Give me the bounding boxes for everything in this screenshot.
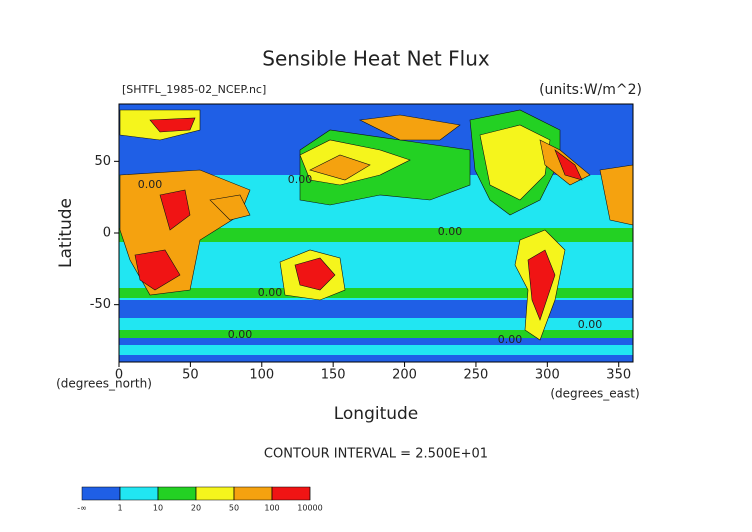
colorbar-box — [81, 486, 121, 501]
contour-label: 0.00 — [578, 318, 603, 331]
x-tick-label: 100 — [249, 368, 274, 383]
colorbar-label: -∞ — [77, 504, 87, 513]
contour-label: 0.00 — [258, 286, 283, 299]
colorbar-box — [195, 486, 235, 501]
x-tick-label: 200 — [392, 368, 417, 383]
x-tick-label: 150 — [321, 368, 346, 383]
units: (units:W/m^2) — [539, 82, 642, 98]
contour-label: 0.00 — [228, 328, 253, 341]
x-tick-label: 350 — [606, 368, 631, 383]
colorbar-box — [233, 486, 273, 501]
y-tick-label: -50 — [90, 297, 111, 312]
x-tick-label: 50 — [182, 368, 199, 383]
colorbar-box — [271, 486, 311, 501]
colorbar-label: 10 — [153, 504, 163, 513]
colorbar-label: 10000 — [297, 504, 322, 513]
contour-label: 0.00 — [498, 333, 523, 346]
y-tick-label: 0 — [103, 226, 111, 241]
x-tick-label: 0 — [115, 368, 123, 383]
map-field — [119, 104, 634, 362]
colorbar-label: 20 — [191, 504, 201, 513]
contour-label: 0.00 — [438, 225, 463, 238]
x-tick-label: 300 — [535, 368, 560, 383]
x-tick-label: 250 — [464, 368, 489, 383]
y-tick-label: 50 — [94, 154, 111, 169]
contour-interval: CONTOUR INTERVAL = 2.500E+01 — [264, 447, 488, 462]
subtitle: [SHTFL_1985-02_NCEP.nc] — [122, 83, 266, 96]
colorbar-box — [157, 486, 197, 501]
y-axis-label: Latitude — [56, 198, 76, 268]
chart-title: Sensible Heat Net Flux — [262, 47, 490, 71]
contour-label: 0.00 — [288, 173, 313, 186]
x-unit-label: (degrees_east) — [550, 387, 639, 401]
colorbar-label: 50 — [229, 504, 239, 513]
colorbar-label: 1 — [117, 504, 122, 513]
y-unit-label: (degrees_north) — [56, 377, 152, 391]
colorbar-label: 100 — [264, 504, 279, 513]
colorbar-box — [119, 486, 159, 501]
contour-label: 0.00 — [138, 178, 163, 191]
x-axis-label: Longitude — [334, 404, 419, 424]
